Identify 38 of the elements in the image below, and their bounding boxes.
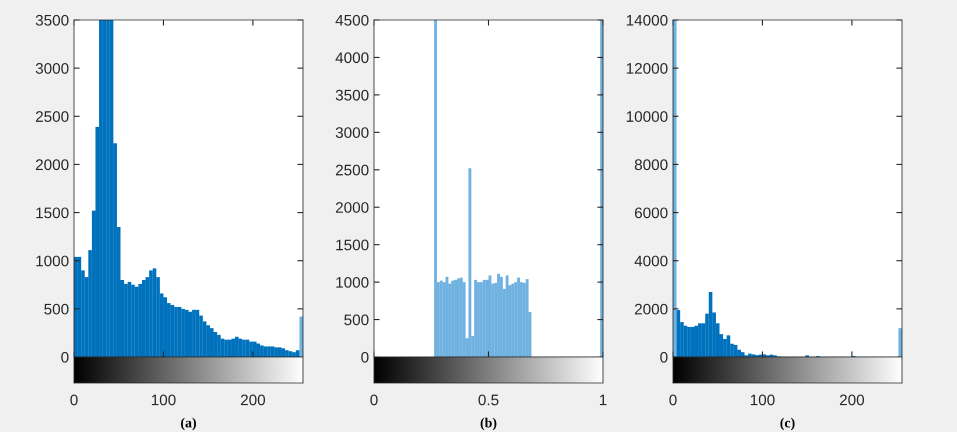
x-axis-title: (b): [480, 418, 496, 430]
y-tick-label: 0: [361, 352, 369, 363]
y-tick-label: 2000: [336, 202, 369, 213]
y-tick-label: 2000: [634, 304, 668, 315]
x-axis-title: (a): [181, 418, 196, 430]
y-tick-label: 4500: [336, 14, 369, 26]
x-tick-label: 200: [240, 394, 266, 406]
y-tick-label: 500: [344, 314, 369, 326]
x-tick-label: 0: [370, 394, 378, 406]
y-tick-label: 2000: [36, 159, 69, 170]
y-tick-label: 3500: [336, 90, 369, 101]
y-tick-label: 1000: [36, 256, 69, 266]
x-tick-label: 0: [70, 394, 78, 406]
y-tick-label: 6000: [634, 207, 668, 218]
x-tick-label: 0: [669, 394, 677, 406]
x-tick-label: 1: [600, 394, 607, 406]
x-tick-label: 100: [152, 394, 176, 406]
y-tick-label: 2500: [336, 164, 369, 176]
y-tick-label: 1000: [336, 276, 369, 288]
y-tick-label: 8000: [634, 159, 668, 170]
y-tick-label: 10000: [626, 111, 668, 122]
y-tick-label: 2500: [36, 111, 69, 122]
y-tick-label: 500: [44, 304, 69, 315]
y-tick-label: 1500: [336, 240, 369, 250]
y-tick-label: 14000: [626, 14, 668, 26]
y-tick-label: 4000: [634, 256, 668, 266]
y-tick-label: 0: [660, 352, 668, 363]
y-tick-label: 4000: [336, 52, 369, 64]
y-tick-label: 3000: [36, 63, 69, 74]
y-tick-label: 1500: [36, 207, 69, 218]
y-tick-label: 12000: [626, 63, 668, 74]
x-tick-label: 200: [840, 394, 864, 406]
y-tick-label: 0: [61, 352, 69, 363]
y-tick-label: 3000: [336, 127, 369, 138]
x-axis-title: (c): [780, 418, 795, 430]
y-tick-label: 3500: [36, 14, 69, 26]
x-tick-label: 0.5: [478, 394, 498, 406]
x-tick-label: 100: [750, 394, 775, 406]
